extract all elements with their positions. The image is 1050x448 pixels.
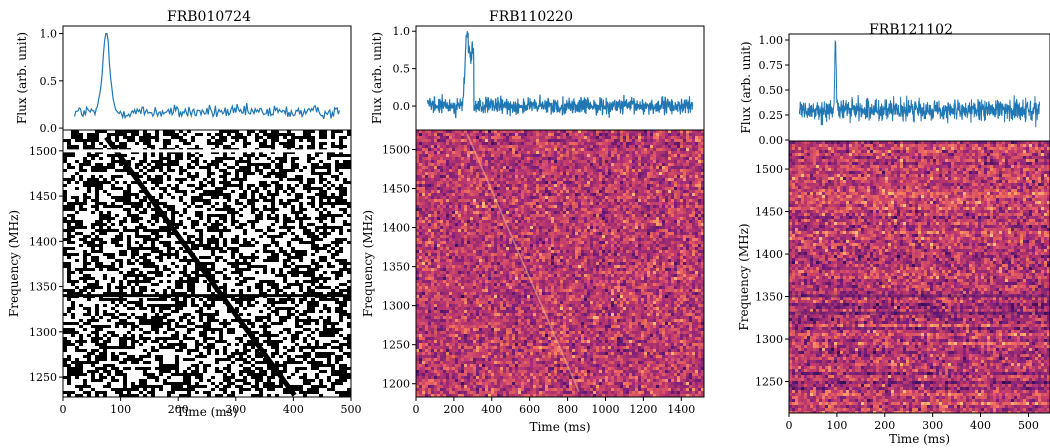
- waterfall-xtick-label: 500: [1018, 419, 1039, 432]
- flux-ytick-label: 0.0: [393, 100, 411, 113]
- chart-frb110220: FRB110220 0.0 0.5 1.0 Flux (arb. unit) 0 200 40…: [361, 9, 705, 434]
- waterfall-ytick-label: 1500: [382, 144, 410, 157]
- waterfall-xtick-label: 0: [786, 419, 793, 432]
- waterfall-heatmap: [63, 130, 351, 397]
- waterfall-xlabel: Time (ms): [889, 432, 950, 446]
- waterfall-ytick-label: 1450: [29, 190, 57, 203]
- chart-title: FRB110220: [489, 9, 573, 25]
- flux-ylabel: Flux (arb. unit): [739, 41, 753, 133]
- waterfall-ytick-label: 1300: [755, 333, 783, 346]
- waterfall-ytick-label: 1500: [755, 163, 783, 176]
- waterfall-xtick-label: 500: [341, 403, 362, 416]
- rfi-band: [789, 311, 1050, 315]
- waterfall-frame: [62, 129, 352, 398]
- waterfall-ytick-label: 1400: [755, 248, 783, 261]
- flux-ytick-label: 0.25: [759, 109, 784, 122]
- rfi-band: [789, 294, 1050, 298]
- dispersion-sweep: [466, 133, 580, 392]
- waterfall-ytick-label: 1350: [29, 281, 57, 294]
- waterfall-ytick-label: 1250: [382, 339, 410, 352]
- waterfall-xtick-label: 400: [283, 403, 304, 416]
- flux-panel-frame: [788, 33, 1050, 142]
- flux-ytick-label: 1.0: [393, 25, 411, 38]
- waterfall-ytick-label: 1350: [382, 261, 410, 274]
- waterfall-xtick-label: 400: [970, 419, 991, 432]
- dispersion-sweep: [104, 135, 297, 397]
- waterfall-heatmap: [416, 130, 704, 397]
- flux-panel-frame: [415, 25, 705, 131]
- waterfall-ytick-label: 1500: [29, 145, 57, 158]
- waterfall-ylabel: Frequency (MHz): [737, 223, 751, 330]
- waterfall-xtick-label: 100: [110, 403, 131, 416]
- flux-ytick-label: 0.75: [759, 59, 784, 72]
- waterfall-ytick-label: 1400: [382, 222, 410, 235]
- waterfall-ytick-label: 1300: [382, 300, 410, 313]
- flux-series-line: [73, 33, 341, 120]
- waterfall-ytick-label: 1250: [29, 371, 57, 384]
- waterfall-xtick-label: 200: [443, 403, 464, 416]
- waterfall-xtick-label: 1400: [667, 403, 695, 416]
- waterfall-xtick-label: 0: [413, 403, 420, 416]
- flux-ylabel: Flux (arb. unit): [370, 32, 384, 124]
- flux-ytick-label: 1.0: [40, 28, 58, 41]
- waterfall-xlabel: Time (ms): [529, 420, 590, 434]
- waterfall-ylabel: Frequency (MHz): [7, 210, 21, 317]
- flux-ytick-label: 0.0: [40, 122, 58, 135]
- waterfall-frame: [415, 129, 705, 398]
- waterfall-xtick-label: 800: [557, 403, 578, 416]
- waterfall-heatmap: [789, 141, 1050, 413]
- flux-ylabel: Flux (arb. unit): [15, 32, 29, 124]
- waterfall-xtick-label: 200: [168, 403, 189, 416]
- chart-frb121102: FRB121102 0.00 0.25 0.50 0.75 1.00 Flux (arb. …: [737, 22, 1050, 446]
- flux-ytick-label: 0.50: [759, 84, 784, 97]
- waterfall-frame: [788, 140, 1050, 414]
- waterfall-ytick-label: 1450: [755, 206, 783, 219]
- waterfall-xtick-label: 400: [481, 403, 502, 416]
- flux-series-line: [426, 31, 694, 119]
- chart-title: FRB121102: [869, 22, 953, 38]
- flux-ytick-label: 1.00: [759, 34, 784, 47]
- flux-ytick-label: 0.00: [759, 134, 784, 147]
- flux-series-line: [798, 39, 1041, 128]
- flux-ytick-label: 0.5: [393, 63, 411, 76]
- waterfall-ytick-label: 1300: [29, 326, 57, 339]
- waterfall-xtick-label: 200: [874, 419, 895, 432]
- flux-ytick-label: 0.5: [40, 75, 58, 88]
- waterfall-ytick-label: 1200: [382, 378, 410, 391]
- waterfall-xtick-label: 100: [826, 419, 847, 432]
- flux-panel-frame: [62, 25, 352, 131]
- waterfall-xtick-label: 0: [60, 403, 67, 416]
- waterfall-ytick-label: 1450: [382, 183, 410, 196]
- waterfall-xtick-label: 1200: [629, 403, 657, 416]
- waterfall-ytick-label: 1250: [755, 376, 783, 389]
- waterfall-xtick-label: 1000: [591, 403, 619, 416]
- waterfall-ylabel: Frequency (MHz): [361, 210, 375, 317]
- waterfall-xtick-label: 300: [225, 403, 246, 416]
- chart-title: FRB010724: [167, 9, 251, 25]
- waterfall-xtick-label: 600: [519, 403, 540, 416]
- waterfall-xtick-label: 300: [922, 419, 943, 432]
- waterfall-ytick-label: 1350: [755, 291, 783, 304]
- chart-frb010724: FRB010724 0.0 0.5 1.0 Flux (arb. unit) 0 100 20…: [7, 9, 362, 419]
- waterfall-xlabel: Time (ms): [176, 405, 237, 419]
- waterfall-ytick-label: 1400: [29, 235, 57, 248]
